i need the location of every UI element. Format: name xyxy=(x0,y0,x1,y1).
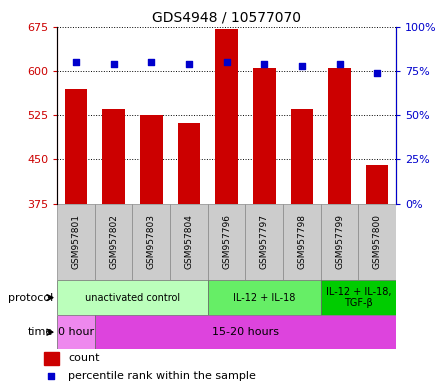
Bar xyxy=(103,109,125,204)
Text: GSM957803: GSM957803 xyxy=(147,214,156,270)
Point xyxy=(374,70,381,76)
Text: GSM957797: GSM957797 xyxy=(260,214,269,270)
Text: IL-12 + IL-18,
TGF-β: IL-12 + IL-18, TGF-β xyxy=(326,287,391,308)
Bar xyxy=(283,204,321,280)
Bar xyxy=(321,280,396,315)
Text: 15-20 hours: 15-20 hours xyxy=(212,327,279,337)
Bar xyxy=(253,68,275,204)
Point xyxy=(110,61,117,67)
Point xyxy=(148,59,155,65)
Text: GSM957798: GSM957798 xyxy=(297,214,306,270)
Bar xyxy=(95,204,132,280)
Text: GSM957802: GSM957802 xyxy=(109,215,118,269)
Text: percentile rank within the sample: percentile rank within the sample xyxy=(68,371,256,381)
Bar xyxy=(65,89,87,204)
Bar xyxy=(57,280,208,315)
Title: GDS4948 / 10577070: GDS4948 / 10577070 xyxy=(152,10,301,24)
Bar xyxy=(208,204,246,280)
Point xyxy=(298,63,305,69)
Bar xyxy=(246,204,283,280)
Text: protocol: protocol xyxy=(7,293,53,303)
Point xyxy=(73,59,80,65)
Text: GSM957799: GSM957799 xyxy=(335,214,344,270)
Bar xyxy=(215,29,238,204)
Bar xyxy=(170,204,208,280)
Bar xyxy=(178,123,200,204)
Text: unactivated control: unactivated control xyxy=(85,293,180,303)
Bar xyxy=(366,165,389,204)
Text: GSM957804: GSM957804 xyxy=(184,215,194,269)
Text: 0 hour: 0 hour xyxy=(58,327,94,337)
Bar xyxy=(140,115,163,204)
Text: GSM957800: GSM957800 xyxy=(373,214,381,270)
Bar xyxy=(44,352,59,365)
Text: time: time xyxy=(28,327,53,337)
Bar xyxy=(321,204,358,280)
Point xyxy=(261,61,268,67)
Text: GSM957796: GSM957796 xyxy=(222,214,231,270)
Bar xyxy=(328,68,351,204)
Point xyxy=(185,61,192,67)
Point xyxy=(223,59,230,65)
Text: GSM957801: GSM957801 xyxy=(72,214,81,270)
Point xyxy=(336,61,343,67)
Bar xyxy=(57,204,95,280)
Bar xyxy=(132,204,170,280)
Bar xyxy=(57,315,95,349)
Bar xyxy=(290,109,313,204)
Bar xyxy=(358,204,396,280)
Bar xyxy=(95,315,396,349)
Text: IL-12 + IL-18: IL-12 + IL-18 xyxy=(233,293,295,303)
Bar xyxy=(208,280,321,315)
Text: count: count xyxy=(68,353,100,363)
